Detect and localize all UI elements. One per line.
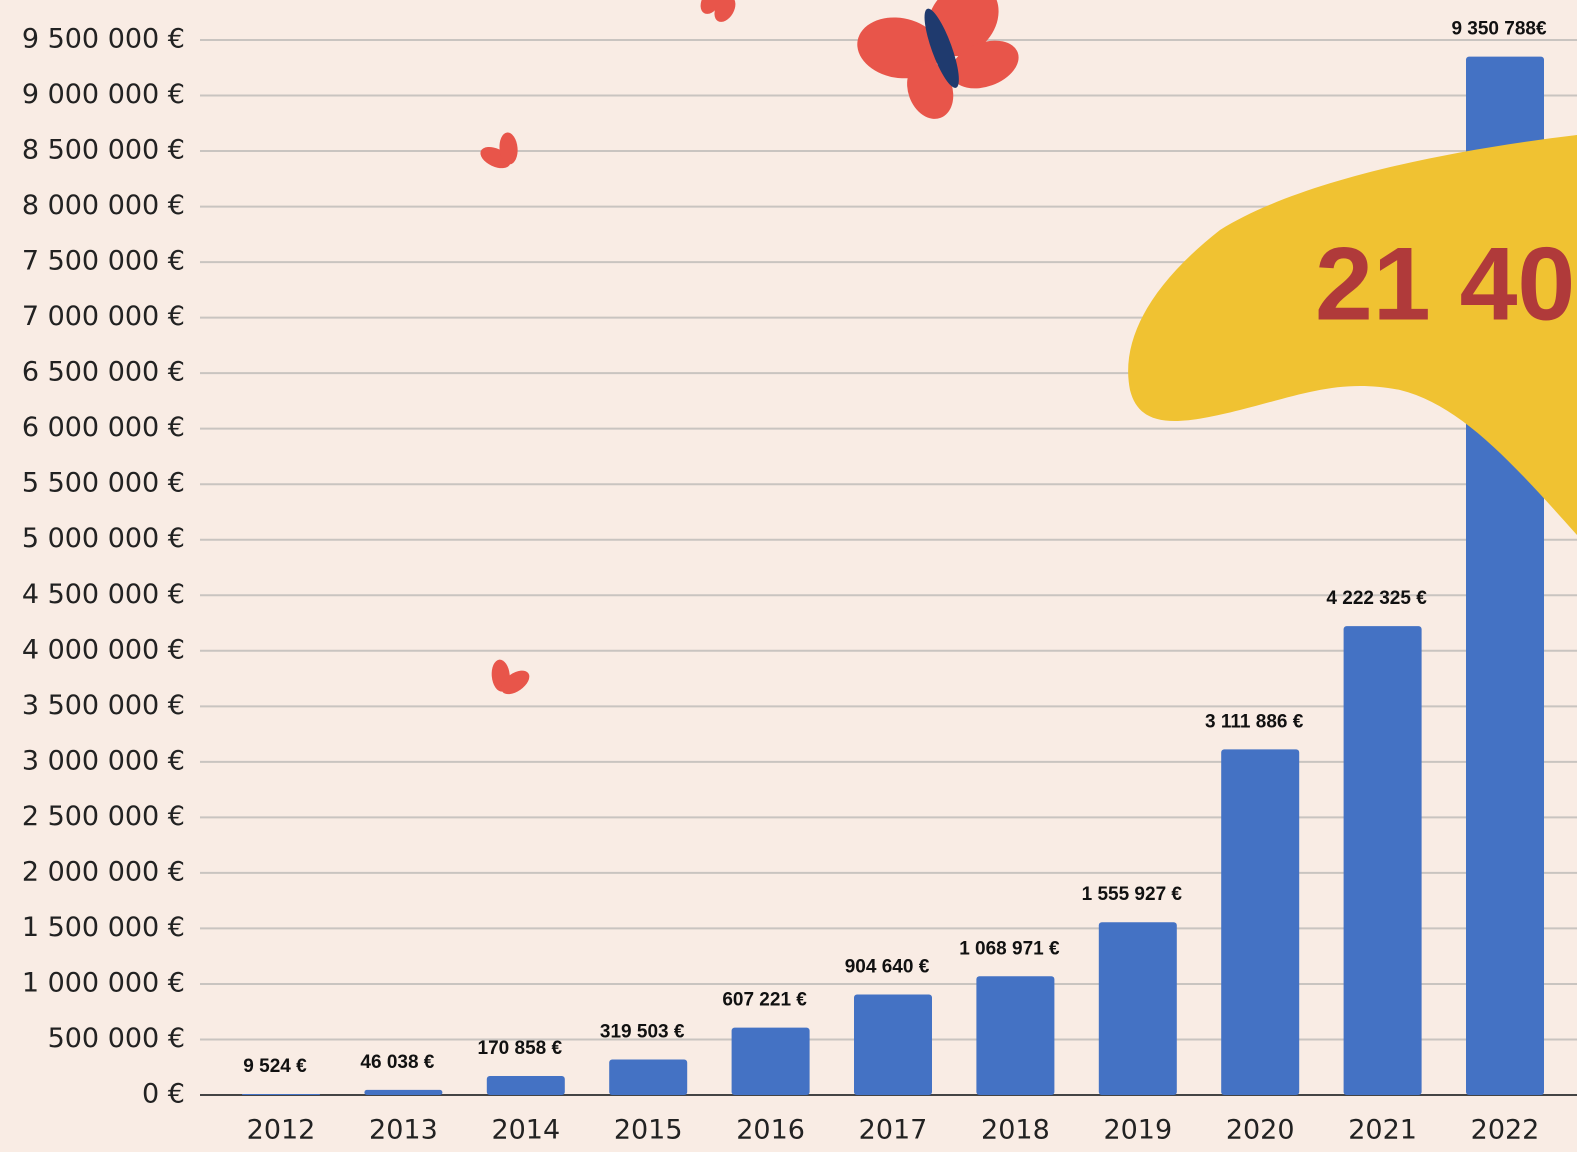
value-label: 1 068 971 € xyxy=(959,938,1060,959)
bar xyxy=(854,995,932,1095)
value-label: 319 503 € xyxy=(600,1022,685,1043)
y-tick-label: 9 500 000 € xyxy=(22,24,185,55)
x-tick-label: 2022 xyxy=(1471,1115,1540,1146)
y-tick-label: 4 500 000 € xyxy=(22,579,185,610)
x-tick-label: 2016 xyxy=(736,1115,805,1146)
y-tick-label: 2 500 000 € xyxy=(22,801,185,832)
y-tick-label: 1 500 000 € xyxy=(22,912,185,943)
y-tick-label: 500 000 € xyxy=(48,1023,185,1054)
bar xyxy=(242,1094,320,1095)
bar xyxy=(1221,749,1299,1095)
y-tick-label: 5 000 000 € xyxy=(22,523,185,554)
value-label: 9 350 788€ xyxy=(1451,19,1547,40)
value-label: 3 111 886 € xyxy=(1205,711,1304,732)
y-tick-label: 0 € xyxy=(142,1079,185,1110)
value-label: 170 858 € xyxy=(478,1038,563,1059)
page: {"chart_data": {"type": "bar", "categori… xyxy=(0,0,1577,1152)
y-tick-label: 6 000 000 € xyxy=(22,412,185,443)
x-tick-label: 2013 xyxy=(369,1115,438,1146)
x-tick-label: 2015 xyxy=(614,1115,683,1146)
butterflies xyxy=(472,0,1040,706)
bar xyxy=(1344,626,1422,1095)
bar xyxy=(976,976,1054,1095)
bar xyxy=(609,1060,687,1095)
y-tick-label: 1 000 000 € xyxy=(22,967,185,998)
x-tick-label: 2017 xyxy=(859,1115,928,1146)
bar xyxy=(1099,922,1177,1095)
y-tick-label: 9 000 000 € xyxy=(22,79,185,110)
x-tick-label: 2012 xyxy=(247,1115,316,1146)
y-tick-label: 3 500 000 € xyxy=(22,690,185,721)
x-tick-label: 2014 xyxy=(491,1115,560,1146)
x-tick-label: 2018 xyxy=(981,1115,1050,1146)
y-tick-label: 6 500 000 € xyxy=(22,357,185,388)
value-label: 1 555 927 € xyxy=(1082,884,1183,905)
value-label: 4 222 325 € xyxy=(1326,588,1427,609)
bar xyxy=(487,1076,565,1095)
value-label: 9 524 € xyxy=(243,1056,307,1077)
y-tick-label: 5 500 000 € xyxy=(22,468,185,499)
y-tick-label: 2 000 000 € xyxy=(22,856,185,887)
butterfly xyxy=(833,0,1040,141)
annotation: 21 40 xyxy=(1315,226,1575,342)
chart: 0 € 500 000 € 1 000 000 € 1 500 000 € 2 000 … xyxy=(0,0,1577,1152)
y-tick-label: 7 500 000 € xyxy=(22,246,185,277)
butterfly xyxy=(696,0,739,26)
y-tick-label: 8 500 000 € xyxy=(22,135,185,166)
value-label: 607 221 € xyxy=(722,990,807,1011)
butterfly xyxy=(479,652,538,705)
butterfly xyxy=(472,124,532,181)
x-tick-label: 2019 xyxy=(1103,1115,1172,1146)
bar xyxy=(364,1090,442,1095)
bar xyxy=(732,1028,810,1095)
x-tick-label: 2020 xyxy=(1226,1115,1295,1146)
value-label: 46 038 € xyxy=(360,1052,434,1073)
y-tick-label: 4 000 000 € xyxy=(22,634,185,665)
value-label: 904 640 € xyxy=(845,957,930,978)
y-tick-label: 7 000 000 € xyxy=(22,301,185,332)
y-tick-label: 8 000 000 € xyxy=(22,190,185,221)
x-tick-label: 2021 xyxy=(1348,1115,1417,1146)
y-tick-label: 3 000 000 € xyxy=(22,745,185,776)
